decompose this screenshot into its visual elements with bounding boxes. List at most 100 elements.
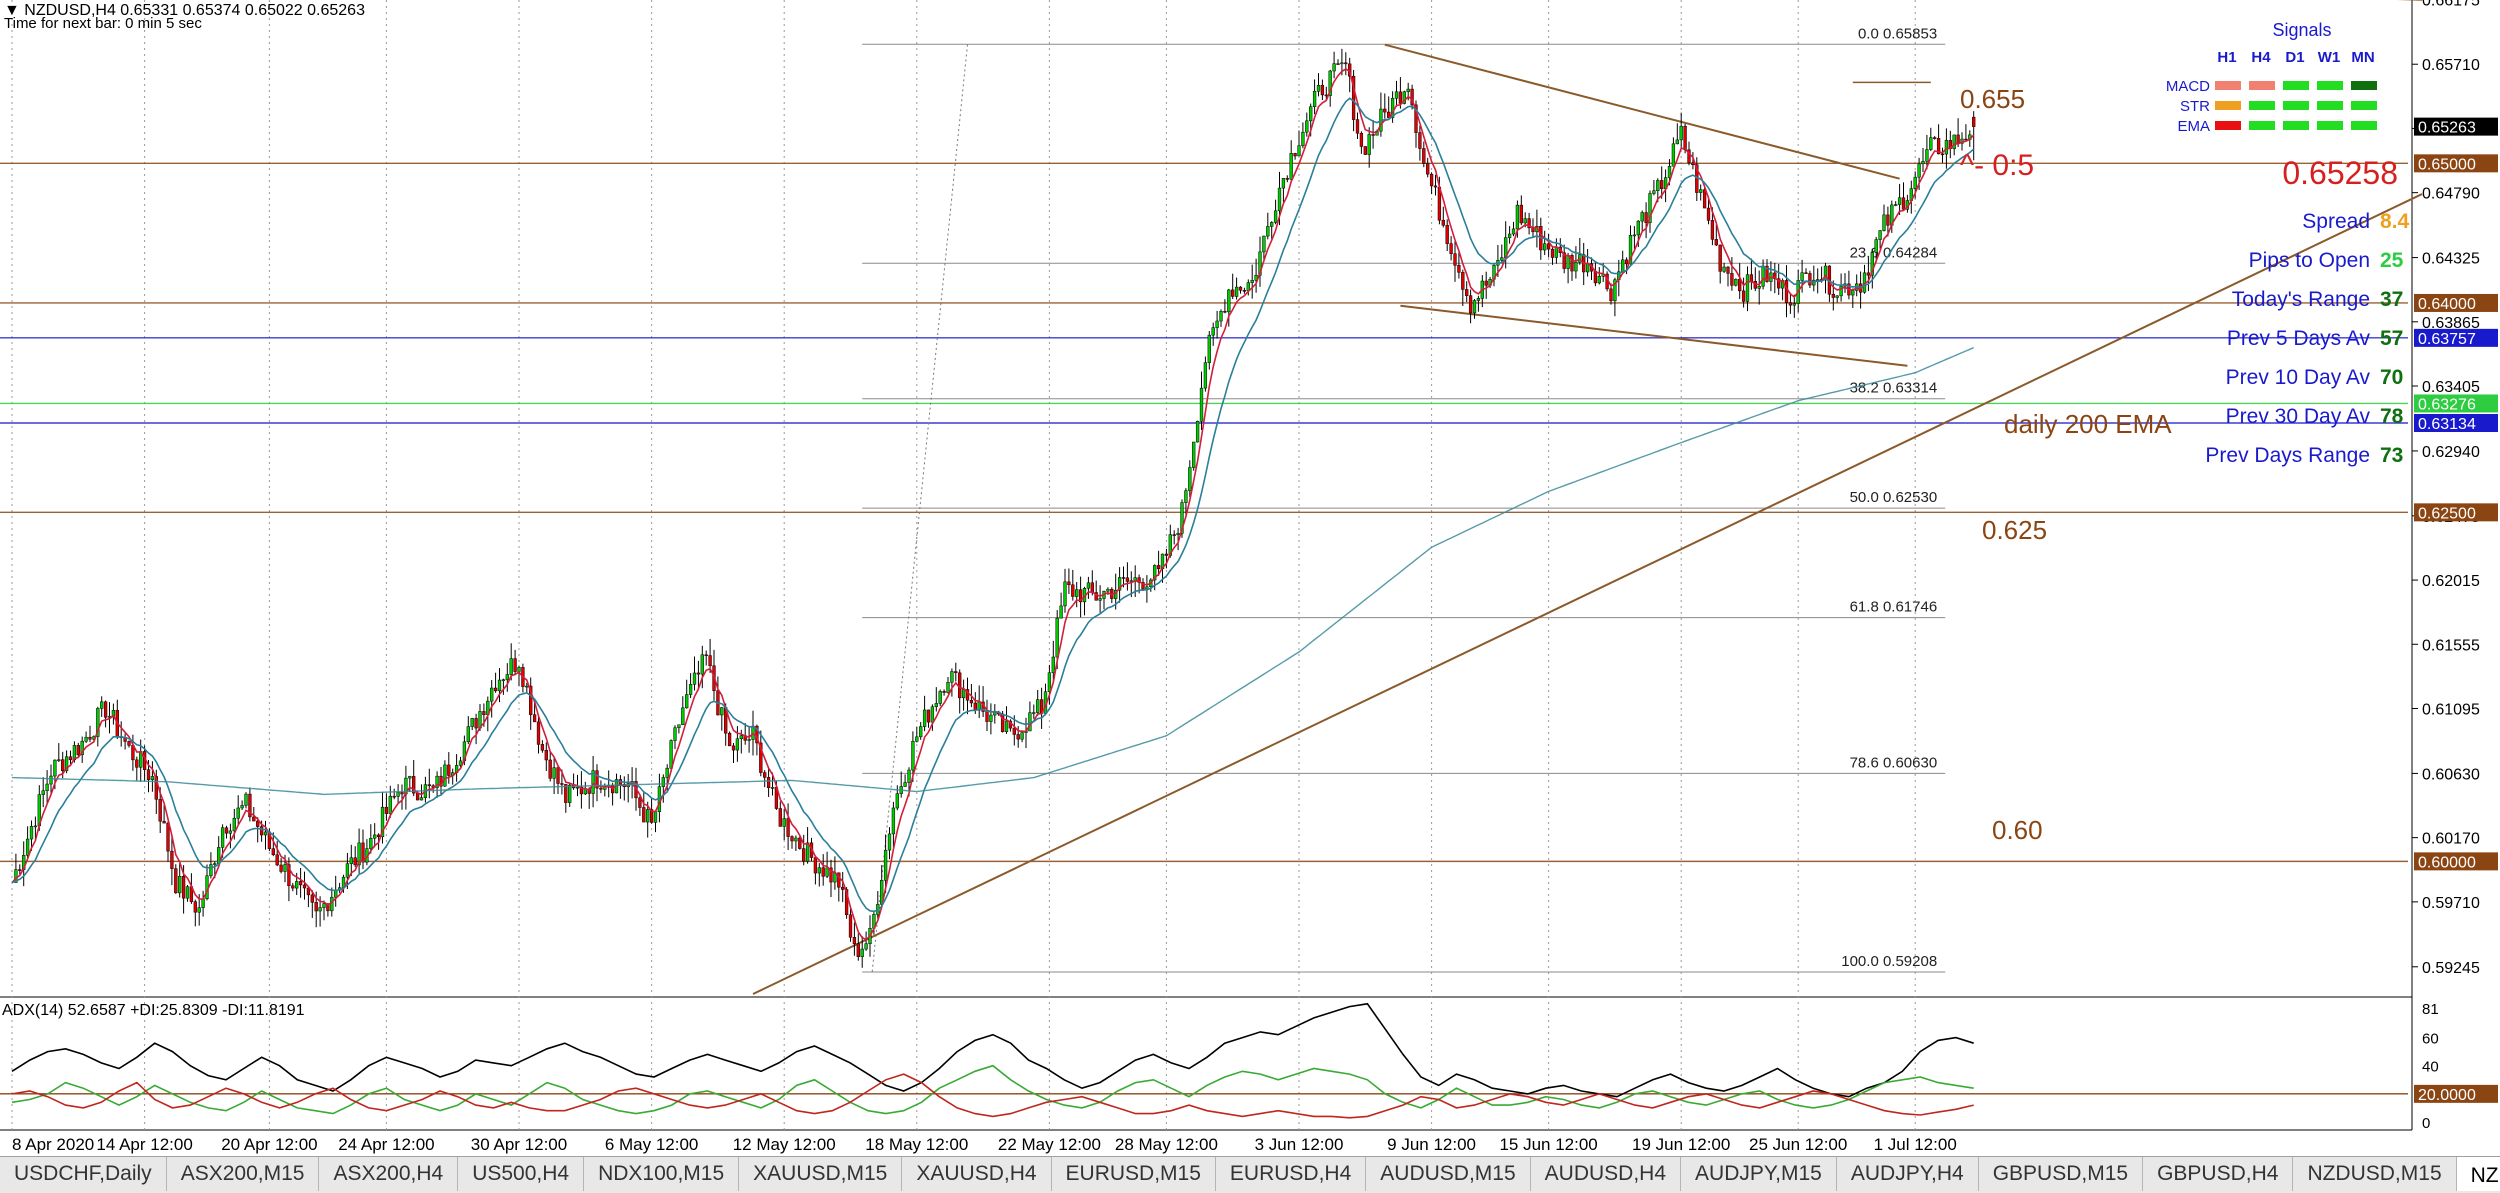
candle-body xyxy=(770,787,775,789)
candle-body xyxy=(1036,699,1040,713)
candle-body xyxy=(1156,565,1161,570)
price-tick-label: 0.66175 xyxy=(2422,0,2480,9)
candle-body xyxy=(1882,214,1886,231)
candle-body xyxy=(400,792,404,795)
chart-tab[interactable]: GBPUSD,H4 xyxy=(2143,1157,2294,1191)
candle-body xyxy=(669,740,673,769)
chart-tab[interactable]: AUDJPY,M15 xyxy=(1681,1157,1837,1191)
chart-tab[interactable]: XAUUSD,M15 xyxy=(739,1157,903,1191)
chart-tab[interactable]: NZDUSD,M15 xyxy=(2293,1157,2457,1191)
candle-body xyxy=(80,740,84,756)
candle-body xyxy=(841,886,845,890)
candle-body xyxy=(1332,63,1336,72)
candle-body xyxy=(1823,265,1828,281)
candle-body xyxy=(860,948,864,957)
candle-body xyxy=(1515,204,1520,230)
time-tick-label: 25 Jun 12:00 xyxy=(1749,1135,1847,1154)
signal-indicator-cell xyxy=(2317,101,2343,110)
candle-body xyxy=(887,833,892,851)
candle-body xyxy=(556,767,560,784)
candle-body xyxy=(911,741,915,771)
ascending-trendline xyxy=(752,193,2423,995)
candle-body xyxy=(470,718,474,727)
candle-body xyxy=(1679,125,1683,141)
chart-tab[interactable]: USDCHF,Daily xyxy=(0,1157,167,1191)
candle-body xyxy=(1874,239,1878,253)
chart-tab[interactable]: EURUSD,M15 xyxy=(1052,1157,1216,1191)
candle-body xyxy=(1523,218,1527,224)
candle-body xyxy=(649,809,654,823)
candle-body xyxy=(973,702,977,711)
candle-body xyxy=(1519,204,1523,224)
candle-body xyxy=(1570,255,1574,272)
candle-body xyxy=(646,809,650,823)
candle-body xyxy=(786,818,790,837)
slow-ema-line xyxy=(11,97,1975,913)
chart-tab[interactable]: ASX200,M15 xyxy=(167,1157,320,1191)
candle-body xyxy=(380,806,385,838)
candle-body xyxy=(1180,502,1184,534)
candle-body xyxy=(228,830,233,834)
candle-body xyxy=(677,724,681,729)
candle-body xyxy=(1223,310,1227,313)
candle-body xyxy=(517,667,521,672)
chart-tab[interactable]: EURUSD,H4 xyxy=(1216,1157,1367,1191)
price-tick-label: 0.64325 xyxy=(2422,251,2480,268)
annotation-daily-200-ema: daily 200 EMA xyxy=(2004,409,2172,439)
candle-body xyxy=(1726,266,1730,274)
candle-body xyxy=(185,886,190,899)
chart-tab[interactable]: AUDUSD,H4 xyxy=(1531,1157,1682,1191)
candle-body xyxy=(279,864,283,872)
candle-body xyxy=(529,685,533,715)
chart-tab[interactable]: XAUUSD,H4 xyxy=(902,1157,1052,1191)
chart-tab[interactable]: NZDUSD,H4 xyxy=(2456,1157,2500,1191)
candle-body xyxy=(1141,582,1145,590)
candle-body xyxy=(256,820,260,827)
candle-body xyxy=(1550,248,1555,258)
candlesticks-group xyxy=(14,48,1976,968)
candle-body xyxy=(497,679,502,692)
candle-body xyxy=(1741,290,1746,302)
candle-body xyxy=(295,881,299,889)
price-level-tag xyxy=(2414,293,2498,312)
price-level-tag-text: 0.65000 xyxy=(2418,156,2476,173)
fibonacci-anchor-line xyxy=(871,44,968,972)
chart-tab[interactable]: AUDUSD,M15 xyxy=(1366,1157,1531,1191)
candle-body xyxy=(1699,189,1703,193)
chart-tab[interactable]: AUDJPY,H4 xyxy=(1837,1157,1979,1191)
chart-tab[interactable]: GBPUSD,M15 xyxy=(1979,1157,2144,1191)
candle-body xyxy=(252,816,256,822)
candle-body xyxy=(1738,278,1742,292)
stats-row-value: 78 xyxy=(2380,405,2404,428)
candle-body xyxy=(1593,270,1598,284)
candle-body xyxy=(1351,75,1356,120)
candle-body xyxy=(653,811,658,823)
candle-body xyxy=(1511,228,1516,235)
candle-body xyxy=(1527,218,1531,229)
chart-canvas[interactable]: 8 Apr 2020 14 Apr 12:00 20 Apr 12:00 24 Apr… xyxy=(0,0,2500,1156)
chart-tab[interactable]: NDX100,M15 xyxy=(584,1157,740,1191)
candle-body xyxy=(673,727,677,741)
price-level-tag-text: 0.62500 xyxy=(2418,505,2476,522)
adx-tick-label: 60 xyxy=(2422,1031,2439,1048)
signals-row-label: MACD xyxy=(2166,78,2210,95)
adx-level-tag xyxy=(2414,1084,2498,1103)
candle-body xyxy=(1426,163,1430,175)
price-tick-label: 0.60630 xyxy=(2422,766,2480,783)
candle-body xyxy=(1964,138,1968,141)
chart-tab[interactable]: US500,H4 xyxy=(458,1157,585,1191)
candle-body xyxy=(490,687,494,702)
candle-body xyxy=(813,857,818,874)
candle-body xyxy=(154,776,158,800)
candle-body xyxy=(1925,149,1929,162)
candle-body xyxy=(1901,197,1906,210)
candle-body xyxy=(1952,134,1956,149)
candle-body xyxy=(45,783,49,791)
candle-body xyxy=(127,741,131,746)
price-tick-label: 0.61555 xyxy=(2422,637,2480,654)
signal-indicator-cell xyxy=(2215,81,2241,90)
chart-tab[interactable]: ASX200,H4 xyxy=(319,1157,459,1191)
candle-body xyxy=(661,777,665,787)
candle-body xyxy=(1632,234,1637,237)
